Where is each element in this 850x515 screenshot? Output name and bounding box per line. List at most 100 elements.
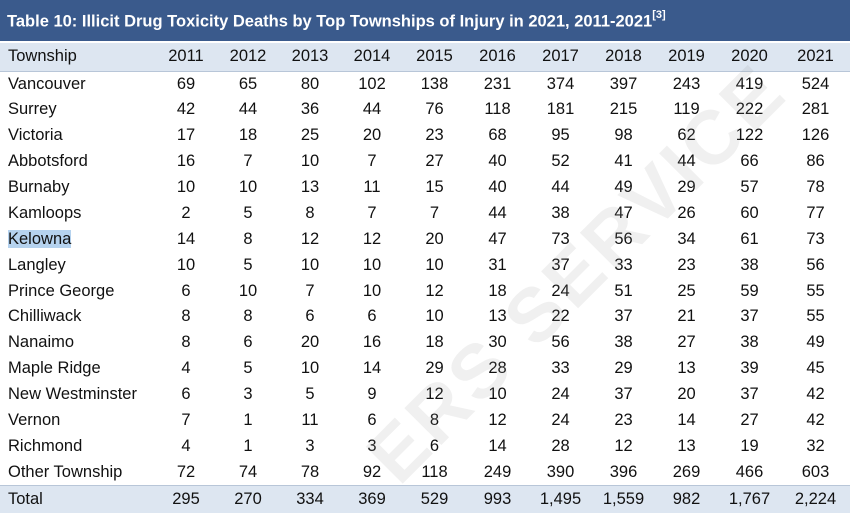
death-count-cell: 10 [362, 281, 382, 300]
death-count-cell: 27 [740, 411, 759, 430]
total-count-cell: 270 [217, 484, 279, 514]
death-count-cell: 7 [243, 152, 253, 171]
death-count-cell: 122 [735, 126, 764, 145]
death-count-cell: 8 [181, 333, 191, 352]
table-title-reference[interactable]: [3] [652, 9, 666, 21]
death-count-cell: 34 [677, 229, 696, 248]
death-count-cell: 6 [429, 436, 440, 455]
township-name-cell: Kamloops [8, 203, 82, 222]
table-row: Vernon 7 1 11 6 8 12 24 23 14 27 42 [0, 408, 850, 434]
table-row: Vancouver 69 65 80 102 138 231 374 397 243 419 524 [0, 71, 850, 97]
death-count-cell: 13 [677, 359, 696, 378]
death-count-cell: 10 [488, 385, 507, 404]
township-deaths-table: Township 2011 2012 2013 2014 2015 2016 2017 2018… [0, 43, 850, 514]
table-row: Surrey 42 44 36 44 76 118 181 215 119 222 281 [0, 97, 850, 123]
death-count-cell: 8 [243, 307, 253, 326]
death-count-cell: 10 [238, 281, 258, 300]
death-count-cell: 32 [806, 436, 825, 455]
death-count-cell: 13 [677, 436, 696, 455]
death-count-cell: 22 [551, 307, 570, 326]
death-count-cell: 13 [488, 307, 507, 326]
death-count-cell: 222 [735, 100, 764, 119]
death-count-cell: 44 [551, 178, 570, 196]
death-count-cell: 44 [238, 100, 258, 119]
table-row: New Westminster 6 3 5 9 12 10 24 37 20 37 42 [0, 382, 850, 408]
table-row: Burnaby 10 10 13 11 15 40 44 49 29 57 78 [0, 175, 850, 201]
death-count-cell: 17 [176, 126, 196, 145]
death-count-cell: 86 [806, 152, 825, 171]
death-count-cell: 65 [238, 74, 258, 93]
total-count-cell: 1,767 [718, 484, 781, 514]
death-count-cell: 24 [551, 281, 570, 300]
township-name-cell: Maple Ridge [8, 359, 101, 378]
death-count-cell: 118 [421, 462, 448, 481]
total-count-cell: 1,559 [592, 484, 655, 514]
death-count-cell: 18 [238, 126, 258, 145]
death-count-cell: 31 [488, 255, 507, 274]
death-count-cell: 20 [677, 385, 696, 404]
township-name-cell: Prince George [8, 281, 115, 300]
death-count-cell: 390 [546, 462, 575, 481]
death-count-cell: 68 [488, 126, 507, 145]
death-count-cell: 47 [614, 203, 633, 222]
township-name-cell: Other Township [8, 462, 123, 481]
death-count-cell: 13 [300, 178, 320, 196]
death-count-cell: 26 [677, 203, 696, 222]
death-count-cell: 72 [176, 462, 196, 481]
death-count-cell: 74 [238, 462, 258, 481]
death-count-cell: 231 [483, 74, 512, 93]
column-header-year: 2012 [217, 43, 279, 72]
death-count-cell: 45 [806, 359, 825, 378]
death-count-cell: 215 [609, 100, 638, 119]
death-count-cell: 29 [677, 178, 696, 196]
death-count-cell: 55 [806, 281, 825, 300]
death-count-cell: 44 [677, 152, 696, 171]
selected-text[interactable]: Kelowna [8, 229, 72, 248]
death-count-cell: 14 [677, 411, 696, 430]
column-header-year: 2016 [466, 43, 529, 72]
township-name-cell: Chilliwack [8, 307, 82, 326]
death-count-cell: 6 [305, 307, 315, 326]
death-count-cell: 6 [243, 333, 253, 352]
column-header-year: 2019 [655, 43, 718, 72]
death-count-cell: 51 [614, 281, 633, 300]
death-count-cell: 38 [551, 203, 570, 222]
death-count-cell: 374 [546, 74, 575, 93]
death-count-cell: 6 [181, 281, 191, 300]
death-count-cell: 37 [614, 385, 633, 404]
death-count-cell: 603 [801, 462, 830, 481]
death-count-cell: 42 [806, 385, 825, 404]
table-row: Maple Ridge 4 5 10 14 29 28 33 29 13 39 45 [0, 356, 850, 382]
death-count-cell: 37 [614, 307, 633, 326]
death-count-cell: 73 [551, 229, 570, 248]
death-count-cell: 12 [614, 436, 633, 455]
death-count-cell: 28 [488, 359, 507, 378]
death-count-cell: 8 [429, 411, 440, 430]
death-count-cell: 80 [300, 74, 320, 93]
death-count-cell: 23 [677, 255, 696, 274]
death-count-cell: 20 [425, 229, 444, 248]
death-count-cell: 21 [677, 307, 696, 326]
death-count-cell: 2 [181, 203, 191, 222]
death-count-cell: 18 [425, 333, 444, 352]
death-count-cell: 77 [806, 203, 825, 222]
column-header-year: 2013 [279, 43, 341, 72]
death-count-cell: 12 [425, 385, 444, 404]
column-header-year: 2017 [529, 43, 592, 72]
death-count-cell: 14 [362, 359, 382, 378]
death-count-cell: 33 [614, 255, 633, 274]
death-count-cell: 56 [806, 255, 825, 274]
total-label-cell: Total [0, 484, 155, 514]
death-count-cell: 27 [677, 333, 696, 352]
death-count-cell: 30 [488, 333, 507, 352]
death-count-cell: 3 [305, 436, 315, 455]
death-count-cell: 36 [300, 100, 320, 119]
death-count-cell: 396 [609, 462, 638, 481]
death-count-cell: 28 [551, 436, 570, 455]
death-count-cell: 57 [740, 178, 759, 196]
death-count-cell: 3 [243, 385, 253, 404]
death-count-cell: 62 [677, 126, 696, 145]
death-count-cell: 15 [425, 178, 444, 196]
township-name-cell: New Westminster [8, 385, 137, 404]
death-count-cell: 10 [300, 152, 320, 171]
